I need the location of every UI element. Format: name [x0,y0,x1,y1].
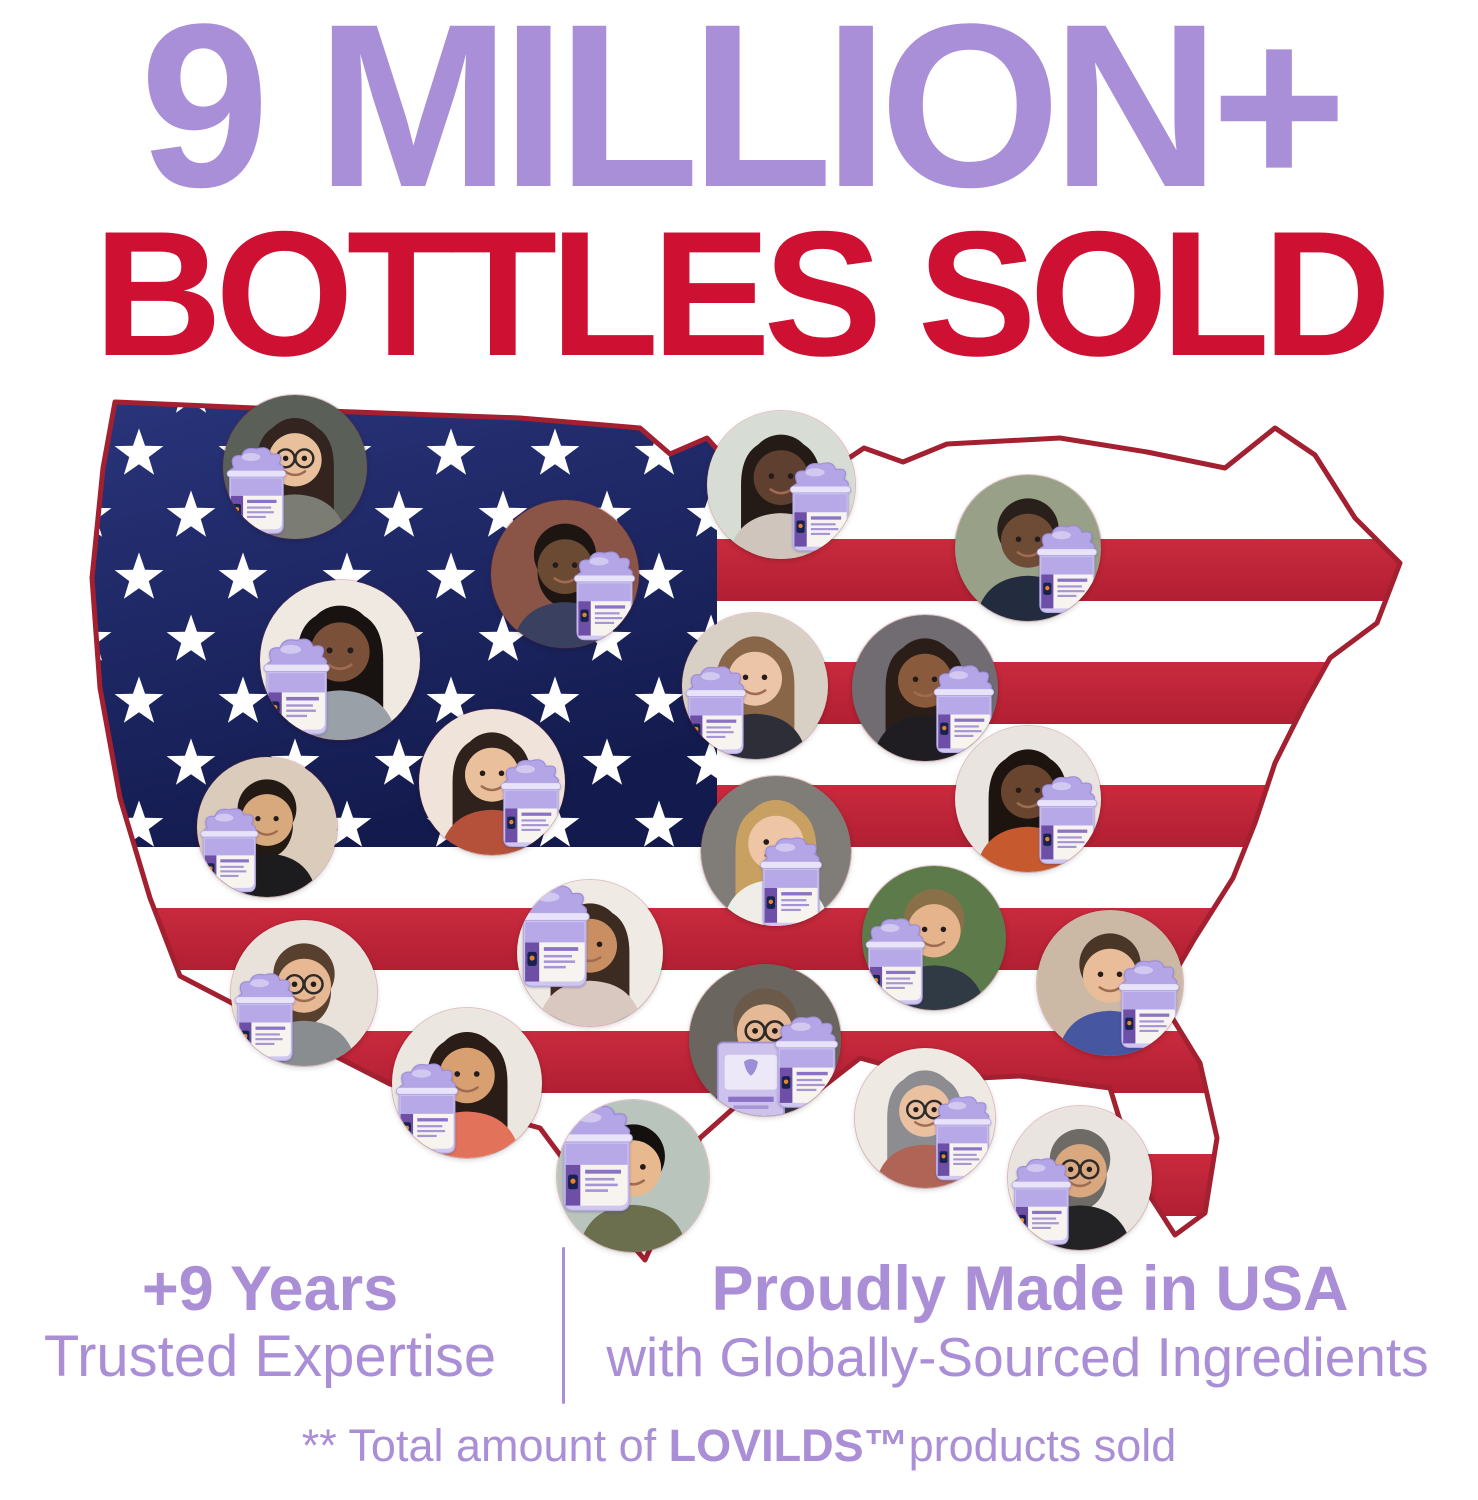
headline-millions: 9 MILLION+ [139,0,1347,236]
footnote-suffix: products sold [908,1420,1177,1471]
usa-map-svg [75,388,1415,1288]
footnote-prefix: ** Total amount of [301,1420,669,1471]
stats-divider [562,1247,565,1404]
stat-usa-subtitle: with Globally-Sourced Ingredients [606,1326,1429,1388]
headline-bottles-sold: BOTTLES SOLD [93,194,1392,393]
stat-years-title: +9 Years [141,1254,399,1324]
flag-stars [92,402,717,847]
footnote: ** Total amount of LOVILDS™products sold [0,1420,1478,1472]
usa-flag-map [75,388,1415,1288]
stat-usa-title: Proudly Made in USA [711,1254,1349,1324]
footnote-brand: LOVILDS™ [668,1420,909,1471]
stat-years-subtitle: Trusted Expertise [43,1324,497,1389]
